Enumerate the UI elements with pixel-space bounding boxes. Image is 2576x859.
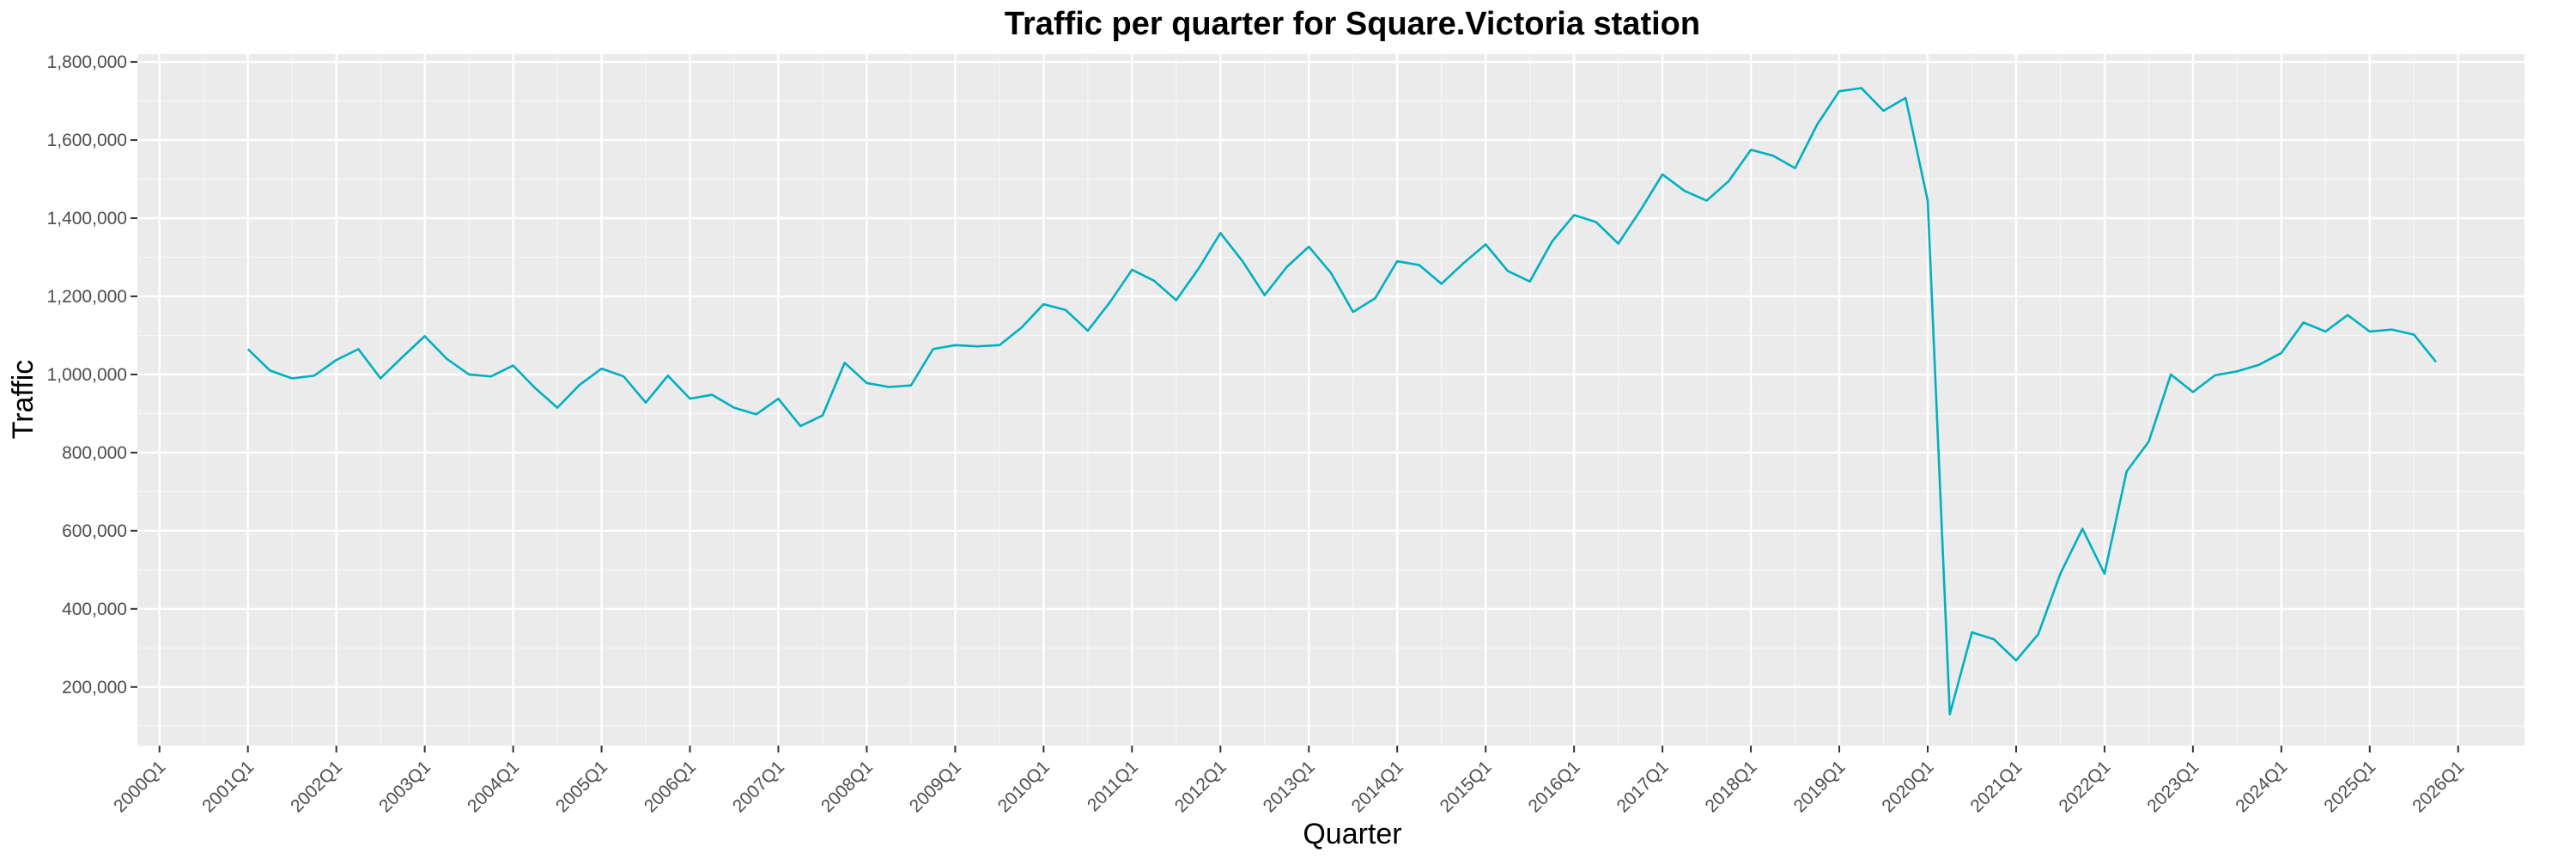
major-gridlines — [137, 54, 2524, 746]
x-tick-label: 2015Q1 — [1437, 757, 1496, 816]
x-tick-label: 2001Q1 — [198, 757, 258, 816]
x-tick-label: 2022Q1 — [2055, 757, 2114, 816]
x-tick-label: 2004Q1 — [464, 757, 523, 816]
x-tick-label: 2013Q1 — [1260, 757, 1319, 816]
x-tick-label: 2014Q1 — [1348, 757, 1407, 816]
y-axis: 200,000 400,000 600,000 800,000 1,000,000 1,2… — [47, 52, 137, 698]
y-tick-label: 1,200,000 — [47, 287, 127, 307]
x-tick-label: 2012Q1 — [1171, 757, 1230, 816]
y-tick-label: 200,000 — [62, 678, 127, 698]
x-tick-label: 2018Q1 — [1702, 757, 1761, 816]
x-tick-label: 2003Q1 — [375, 757, 434, 816]
chart-title: Traffic per quarter for Square.Victoria … — [1005, 6, 1700, 42]
x-tick-label: 2011Q1 — [1084, 757, 1142, 815]
x-tick-label: 2002Q1 — [287, 757, 346, 816]
x-tick-label: 2005Q1 — [552, 757, 611, 816]
x-tick-label: 2024Q1 — [2232, 757, 2291, 816]
y-tick-label: 800,000 — [62, 443, 127, 463]
x-tick-label: 2023Q1 — [2143, 757, 2202, 816]
x-tick-label: 2000Q1 — [110, 757, 169, 816]
y-tick-label: 600,000 — [62, 521, 127, 541]
minor-gridlines — [137, 54, 2524, 746]
x-tick-label: 2008Q1 — [817, 757, 877, 816]
x-axis-title: Quarter — [1303, 818, 1401, 850]
x-tick-label: 2006Q1 — [641, 757, 700, 816]
y-axis-title: Traffic — [7, 360, 39, 440]
y-tick-label: 1,000,000 — [47, 365, 127, 385]
traffic-series-line — [246, 87, 2438, 716]
x-tick-label: 2020Q1 — [1878, 757, 1937, 816]
y-tick-label: 1,600,000 — [47, 131, 127, 150]
x-tick-label: 2017Q1 — [1613, 757, 1673, 816]
x-tick-label: 2019Q1 — [1789, 757, 1849, 816]
y-tick-label: 400,000 — [62, 600, 127, 619]
y-tick-label: 1,400,000 — [47, 209, 127, 228]
y-tick-label: 1,800,000 — [47, 52, 127, 72]
x-tick-label: 2025Q1 — [2320, 757, 2379, 816]
x-tick-label: 2007Q1 — [729, 757, 788, 816]
plot-panel — [137, 54, 2524, 746]
x-tick-label: 2016Q1 — [1525, 757, 1584, 816]
x-tick-label: 2010Q1 — [994, 757, 1054, 816]
x-tick-label: 2009Q1 — [906, 757, 965, 816]
x-axis: 2000Q1 2001Q1 2002Q1 2003Q1 2004Q1 2005Q1 2006… — [110, 746, 2468, 816]
x-tick-label: 2021Q1 — [1966, 757, 2026, 816]
x-tick-label: 2026Q1 — [2409, 757, 2468, 816]
